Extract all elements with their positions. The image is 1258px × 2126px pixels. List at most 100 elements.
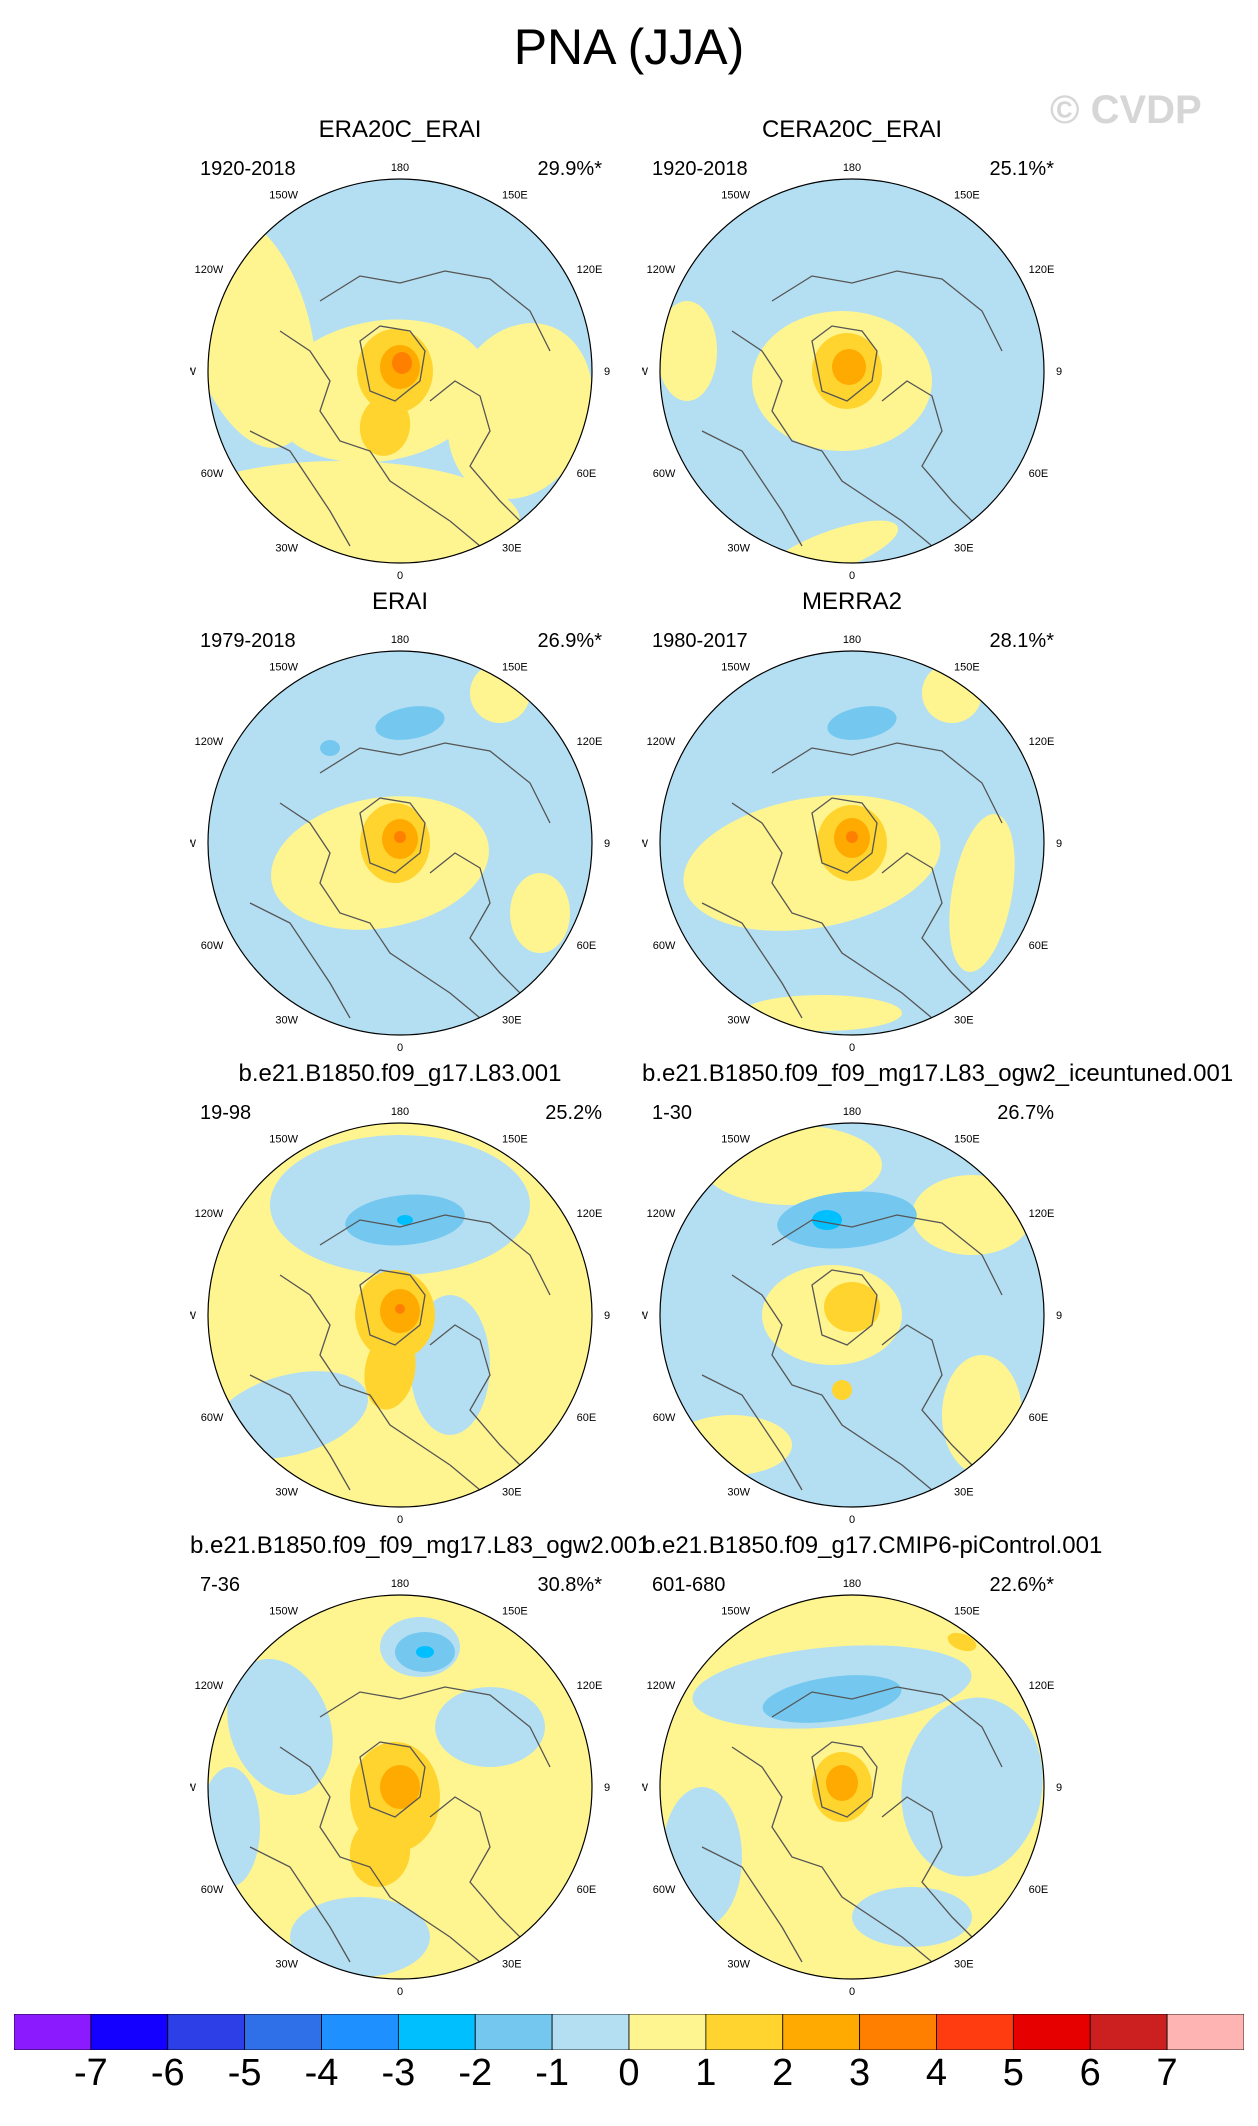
contour-region — [392, 352, 412, 374]
lon-label: 180 — [843, 1578, 861, 1590]
lon-label: 120W — [195, 264, 224, 276]
contour-region — [359, 396, 411, 456]
field — [208, 179, 592, 563]
panel-title: ERA20C_ERAI — [318, 116, 482, 143]
map-border — [659, 1122, 1045, 1508]
lon-label: 150W — [269, 189, 298, 201]
lon-label: 30W — [727, 1487, 750, 1499]
colorbar-cell — [1012, 2014, 1091, 2050]
lon-label: 60W — [201, 940, 224, 952]
lon-label: 90E — [1056, 838, 1062, 850]
lon-label: 180 — [391, 1106, 409, 1118]
contour-region — [846, 831, 858, 843]
lon-label: 60W — [201, 1412, 224, 1424]
lon-label: 150E — [954, 1133, 980, 1145]
lon-label: 30W — [275, 1487, 298, 1499]
lon-label: 120E — [1029, 1680, 1055, 1692]
panel-percent: 22.6%* — [989, 1574, 1055, 1596]
contour-region — [832, 349, 866, 385]
colorbar-cell — [1089, 2014, 1168, 2050]
lon-label: 180 — [391, 634, 409, 646]
contour-region — [364, 1330, 416, 1410]
contour-region — [901, 1697, 1043, 1877]
panel-3: MERRA2 1980-2017 28.1%* 180 150E 120E 90E 60… — [625, 588, 1075, 1058]
colorbar-tick-label: -2 — [458, 2052, 493, 2094]
panel-years: 19-98 — [200, 1102, 252, 1124]
lon-label: 0 — [397, 1986, 403, 1998]
lon-label: 30E — [502, 1015, 522, 1027]
map-border — [207, 1122, 593, 1508]
polar-map: 180 150E 120E 90E 60E 30E 0 30W 60W 90W 120W 150W — [173, 162, 623, 582]
contour-region — [290, 1897, 430, 1977]
colorbar-cell — [397, 2014, 476, 2050]
lon-label: 150E — [502, 1133, 528, 1145]
panel-years: 1-30 — [652, 1102, 693, 1124]
polar-map: 180 150E 120E 90E 60E 30E 0 30W 60W 90W 120W 150W — [173, 1106, 623, 1526]
lon-label: 90W — [190, 366, 197, 378]
panel-2: ERAI 1979-2018 26.9%* 180 150E 120E 90E 60E 3… — [173, 588, 623, 1058]
panel-percent: 29.9%* — [537, 158, 603, 180]
lon-label: 120E — [1029, 1208, 1055, 1220]
panel-4: b.e21.B1850.f09_g17.L83.001 19-98 25.2% … — [173, 1060, 623, 1530]
lon-label: 30E — [502, 543, 522, 555]
lon-label: 120E — [577, 1680, 603, 1692]
panel-years: 1920-2018 — [652, 158, 748, 180]
lon-label: 30E — [502, 1487, 522, 1499]
panel-years: 1980-2017 — [652, 630, 748, 652]
lon-label: 0 — [849, 1986, 855, 1998]
lon-label: 120W — [647, 1680, 676, 1692]
lon-label: 90W — [190, 1782, 197, 1794]
panel-percent: 25.1%* — [989, 158, 1055, 180]
panel-percent: 25.2% — [545, 1102, 602, 1124]
lon-label: 90E — [1056, 1782, 1062, 1794]
colorbar-tick-label: -1 — [535, 2052, 570, 2094]
lon-label: 120E — [577, 736, 603, 748]
lon-label: 30W — [275, 1015, 298, 1027]
panel-title: CERA20C_ERAI — [761, 116, 943, 143]
contour-region — [435, 1687, 545, 1767]
panel-title: ERAI — [371, 588, 428, 615]
coastline — [701, 1686, 1003, 1963]
lon-label: 150W — [269, 1605, 298, 1617]
polar-map: 180 150E 120E 90E 60E 30E 0 30W 60W 90W 120W 150W — [625, 1578, 1075, 1998]
polar-map: 180 150E 120E 90E 60E 30E 0 30W 60W 90W 120W 150W — [625, 634, 1075, 1054]
panel-years: 601-680 — [652, 1574, 726, 1596]
lon-label: 30W — [727, 1959, 750, 1971]
colorbar-tick-label: 7 — [1156, 2052, 1178, 2094]
contour-region — [827, 706, 897, 740]
figure-title: PNA (JJA) — [513, 19, 745, 75]
lon-label: 60E — [577, 940, 597, 952]
colorbar-cell — [14, 2014, 92, 2050]
coastline — [249, 270, 551, 547]
colorbar-cell — [321, 2014, 399, 2050]
contour-region — [824, 1282, 880, 1332]
panel-title: b.e21.B1850.f09_f09_mg17.L83_ogw2.001 — [190, 1532, 651, 1559]
colorbar-cell — [1166, 2014, 1244, 2050]
lon-label: 30E — [954, 1015, 974, 1027]
lon-label: 0 — [397, 1042, 403, 1054]
field — [208, 1595, 592, 1979]
lon-label: 150W — [721, 1133, 750, 1145]
lon-label: 120E — [577, 264, 603, 276]
lon-label: 150W — [721, 1605, 750, 1617]
lon-label: 90E — [1056, 1310, 1062, 1322]
lon-label: 120E — [577, 1208, 603, 1220]
lon-label: 0 — [397, 1514, 403, 1526]
colorbar-tick-label: -7 — [73, 2052, 108, 2094]
field — [660, 1123, 1044, 1507]
lon-label: 180 — [391, 162, 409, 174]
lon-label: 30W — [275, 543, 298, 555]
colorbar-tick-label: 4 — [925, 2052, 948, 2094]
lon-label: 60E — [577, 1412, 597, 1424]
contour-region — [672, 1415, 792, 1475]
colorbar-tick-label: -6 — [150, 2052, 185, 2094]
polar-map: 180 150E 120E 90E 60E 30E 0 30W 60W 90W 120W 150W — [173, 634, 623, 1054]
watermark: © CVDP — [1050, 88, 1202, 132]
lon-label: 120W — [647, 736, 676, 748]
contour-region — [395, 1304, 405, 1314]
colorbar-cell — [474, 2014, 553, 2050]
colorbar-cell — [551, 2014, 630, 2050]
panel-5: b.e21.B1850.f09_f09_mg17.L83_ogw2_iceunt… — [625, 1060, 1233, 1530]
field — [208, 651, 592, 1035]
